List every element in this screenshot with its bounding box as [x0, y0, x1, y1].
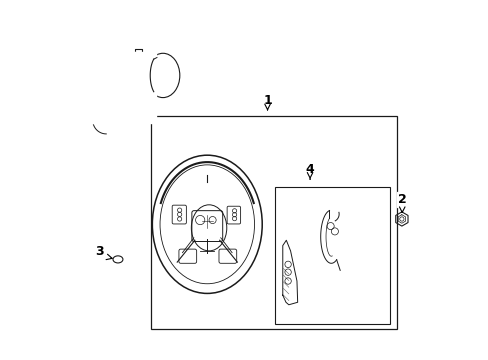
Bar — [150, 116, 396, 329]
Text: 3: 3 — [95, 245, 103, 258]
Text: 5: 5 — [103, 69, 112, 82]
Text: 2: 2 — [397, 193, 406, 206]
Bar — [67, 53, 156, 123]
Text: 4: 4 — [305, 163, 314, 176]
Bar — [67, 53, 134, 123]
Bar — [274, 187, 389, 324]
Text: 1: 1 — [263, 94, 271, 107]
